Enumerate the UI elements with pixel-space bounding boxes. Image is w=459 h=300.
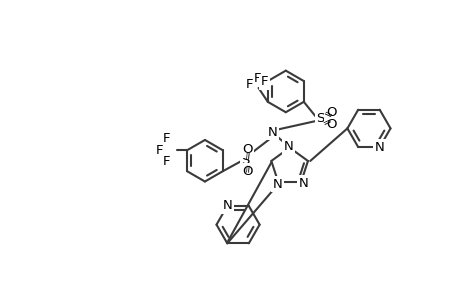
Text: N: N [298,177,308,190]
Text: O: O [325,118,336,131]
Text: =: = [242,162,253,172]
Text: N: N [283,140,293,153]
Text: N: N [222,200,232,212]
Text: F: F [163,132,170,145]
Text: N: N [267,126,277,139]
Text: O: O [241,143,252,157]
Text: S: S [241,154,249,167]
Text: F: F [245,78,252,92]
Text: F: F [163,155,170,168]
Text: F: F [260,75,268,88]
Text: O: O [325,106,336,119]
Text: =: = [320,109,333,122]
Text: F: F [155,144,162,157]
Text: N: N [374,141,384,154]
Text: S: S [316,112,324,125]
Text: =: = [320,116,333,129]
Text: O: O [241,165,252,178]
Text: =: = [242,149,253,160]
Text: F: F [253,72,260,85]
Text: N: N [272,178,282,190]
